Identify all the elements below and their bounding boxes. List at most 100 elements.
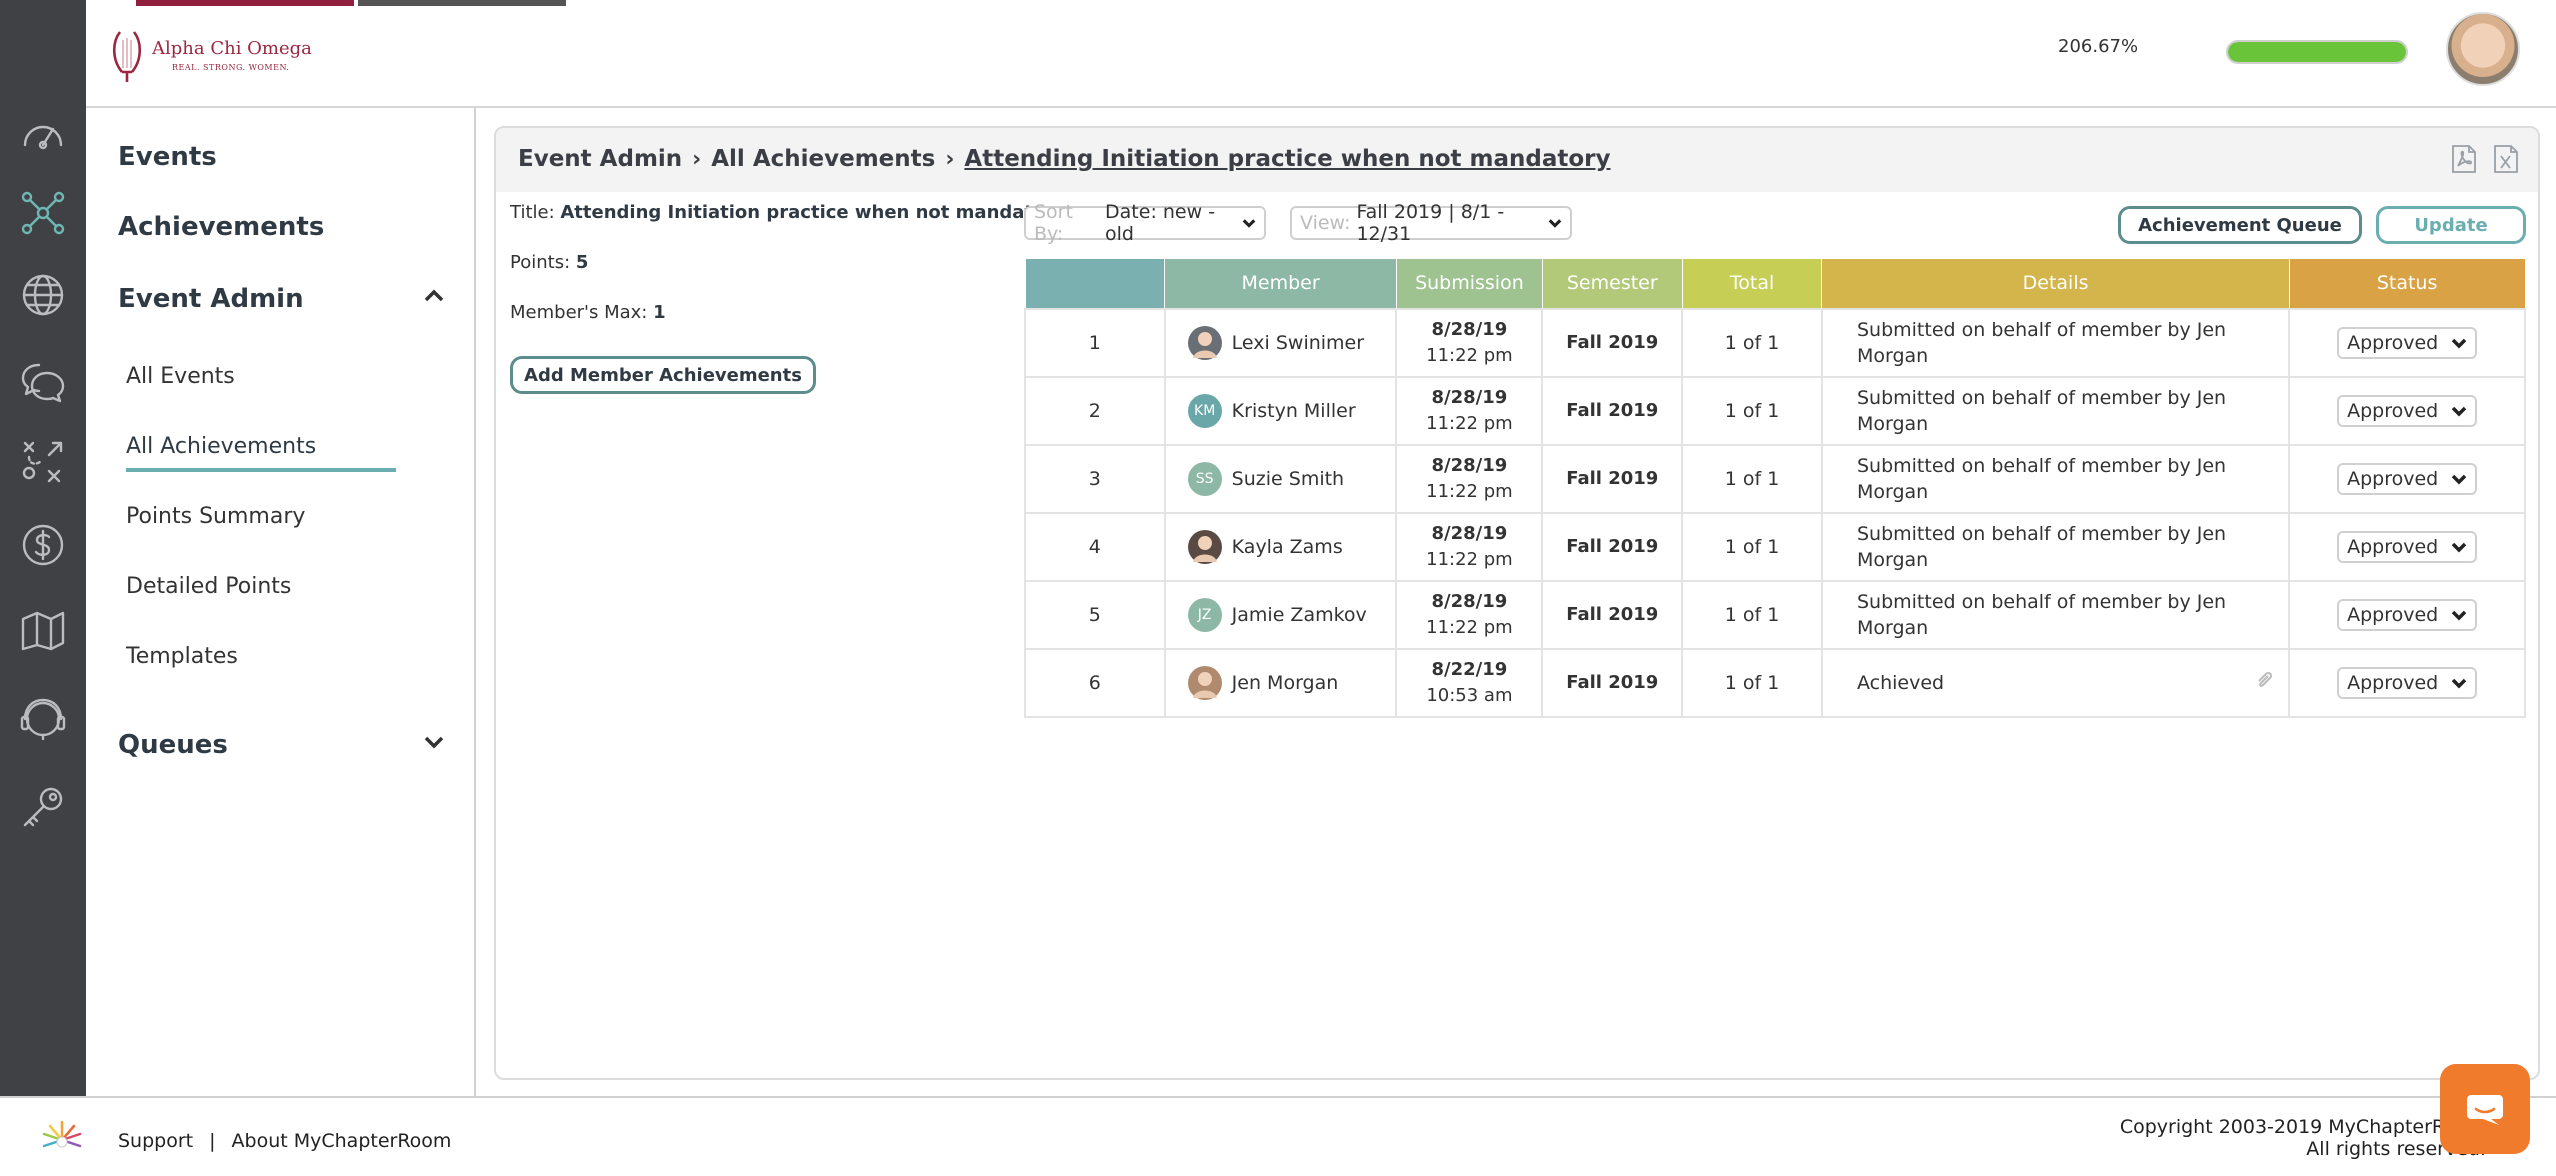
status-select[interactable]: Approved bbox=[2337, 326, 2478, 359]
member-cell[interactable]: KM Kristyn Miller bbox=[1163, 375, 1398, 446]
sort-label: Sort By: bbox=[1034, 201, 1073, 245]
sort-select[interactable]: Sort By: Date: new - old bbox=[1024, 201, 1266, 245]
paperclip-icon[interactable] bbox=[2254, 670, 2274, 690]
chat-icon[interactable] bbox=[18, 356, 68, 406]
update-button[interactable]: Update bbox=[2376, 206, 2526, 244]
total-cell: 1 of 1 bbox=[1681, 443, 1823, 514]
status-select[interactable]: Approved bbox=[2337, 598, 2478, 631]
breadcrumb-all-achievements[interactable]: All Achievements bbox=[711, 146, 936, 172]
member-name[interactable]: Jamie Zamkov bbox=[1231, 603, 1367, 626]
total-cell: 1 of 1 bbox=[1681, 511, 1823, 582]
member-name[interactable]: Kristyn Miller bbox=[1231, 399, 1356, 422]
achievements-table: Member Submission Semester Total Details Stat… bbox=[1024, 258, 2526, 718]
sidebar-item-all-achievements[interactable]: All Achievements bbox=[126, 434, 317, 459]
submission-cell: 8/28/19 11:22 pm bbox=[1395, 443, 1544, 514]
key-icon[interactable] bbox=[18, 782, 68, 832]
member-avatar bbox=[1187, 529, 1222, 564]
sidebar-item-all-events[interactable]: All Events bbox=[126, 364, 235, 389]
details-text: Submitted on behalf of member by Jen Mor… bbox=[1856, 454, 2227, 503]
sidebar-item-points-summary[interactable]: Points Summary bbox=[126, 504, 306, 529]
member-name[interactable]: Suzie Smith bbox=[1231, 467, 1345, 490]
footer: Support | About MyChapterRoom Copyright … bbox=[0, 1096, 2556, 1176]
support-link[interactable]: Support bbox=[118, 1130, 194, 1152]
row-number: 4 bbox=[1024, 511, 1166, 582]
member-cell[interactable]: Lexi Swinimer bbox=[1163, 307, 1398, 378]
breadcrumb: Event Admin › All Achievements › Attendi… bbox=[518, 146, 1611, 172]
network-icon[interactable] bbox=[18, 188, 68, 238]
rights-line: All rights reserved. bbox=[2306, 1138, 2486, 1160]
dashboard-icon[interactable] bbox=[18, 110, 68, 160]
table-row: 3 SS Suzie Smith 8/28/19 11:22 pm Fall 2… bbox=[1024, 443, 2526, 514]
status-cell: Approved bbox=[2288, 511, 2526, 582]
column-header: Details bbox=[1821, 258, 2290, 309]
breadcrumb-event-admin[interactable]: Event Admin bbox=[518, 146, 683, 172]
sidebar-item-templates[interactable]: Templates bbox=[126, 644, 238, 669]
sidebar-item-achievements[interactable]: Achievements bbox=[118, 212, 325, 242]
chevron-down-icon[interactable] bbox=[422, 730, 446, 754]
sidebar-item-detailed-points[interactable]: Detailed Points bbox=[126, 574, 292, 599]
semester-cell: Fall 2019 bbox=[1541, 375, 1684, 446]
member-name[interactable]: Kayla Zams bbox=[1231, 535, 1343, 558]
mychapterroom-logo-icon[interactable] bbox=[40, 1118, 84, 1162]
member-cell[interactable]: SS Suzie Smith bbox=[1163, 443, 1398, 514]
chevron-down-icon bbox=[2451, 678, 2467, 688]
progress-fill bbox=[2228, 42, 2406, 62]
member-name[interactable]: Jen Morgan bbox=[1231, 671, 1339, 694]
row-number: 6 bbox=[1024, 647, 1166, 718]
details-cell: Submitted on behalf of member by Jen Mor… bbox=[1820, 443, 2291, 514]
about-link[interactable]: About MyChapterRoom bbox=[231, 1130, 452, 1152]
submission-time: 10:53 am bbox=[1426, 684, 1513, 706]
chevron-down-icon bbox=[2451, 406, 2467, 416]
achievement-queue-button[interactable]: Achievement Queue bbox=[2118, 206, 2362, 244]
status-select[interactable]: Approved bbox=[2337, 394, 2478, 427]
documents-icon[interactable] bbox=[18, 604, 68, 654]
table-row: 6 Jen Morgan 8/22/19 10:53 am Fall 2019 … bbox=[1024, 647, 2526, 718]
semester-cell: Fall 2019 bbox=[1541, 307, 1684, 378]
status-value: Approved bbox=[2347, 331, 2439, 354]
details-cell: Submitted on behalf of member by Jen Mor… bbox=[1820, 375, 2291, 446]
chevron-up-icon[interactable] bbox=[422, 284, 446, 308]
status-select[interactable]: Approved bbox=[2337, 462, 2478, 495]
column-header: Total bbox=[1681, 258, 1823, 309]
member-name[interactable]: Lexi Swinimer bbox=[1231, 331, 1365, 354]
member-cell[interactable]: Kayla Zams bbox=[1163, 511, 1398, 582]
view-select[interactable]: View: Fall 2019 | 8/1 - 12/31 bbox=[1290, 201, 1572, 245]
sidebar-item-queues[interactable]: Queues bbox=[118, 730, 228, 760]
table-row: 4 Kayla Zams 8/28/19 11:22 pm Fall 2019 … bbox=[1024, 511, 2526, 582]
brand-logo[interactable]: Alpha Chi Omega REAL. STRONG. WOMEN. bbox=[108, 22, 312, 88]
status-select[interactable]: Approved bbox=[2337, 666, 2478, 699]
details-text: Submitted on behalf of member by Jen Mor… bbox=[1856, 318, 2227, 367]
chat-launcher-button[interactable] bbox=[2440, 1064, 2530, 1154]
details-cell: Submitted on behalf of member by Jen Mor… bbox=[1820, 579, 2291, 650]
icon-rail bbox=[0, 0, 86, 1096]
breadcrumb-current[interactable]: Attending Initiation practice when not m… bbox=[964, 146, 1611, 172]
lyre-icon bbox=[112, 31, 142, 82]
globe-icon[interactable] bbox=[18, 270, 68, 320]
sidebar-item-event-admin[interactable]: Event Admin bbox=[118, 284, 304, 314]
tools-icon[interactable] bbox=[18, 436, 68, 486]
semester-cell: Fall 2019 bbox=[1541, 579, 1684, 650]
member-initials: JZ bbox=[1197, 606, 1212, 623]
support-icon[interactable] bbox=[18, 694, 68, 744]
add-member-achievements-button[interactable]: Add Member Achievements bbox=[510, 356, 816, 394]
pdf-export-icon[interactable] bbox=[2450, 144, 2478, 174]
export-icons bbox=[2450, 144, 2520, 174]
total-cell: 1 of 1 bbox=[1681, 647, 1823, 718]
user-avatar[interactable] bbox=[2446, 12, 2520, 86]
submission-cell: 8/28/19 11:22 pm bbox=[1395, 511, 1544, 582]
excel-export-icon[interactable] bbox=[2492, 144, 2520, 174]
total-cell: 1 of 1 bbox=[1681, 307, 1823, 378]
status-cell: Approved bbox=[2288, 375, 2526, 446]
table-row: 2 KM Kristyn Miller 8/28/19 11:22 pm Fal… bbox=[1024, 375, 2526, 446]
sidebar-item-events[interactable]: Events bbox=[118, 142, 217, 172]
dollar-icon[interactable] bbox=[18, 520, 68, 570]
row-number: 1 bbox=[1024, 307, 1166, 378]
member-cell[interactable]: Jen Morgan bbox=[1163, 647, 1398, 718]
details-text: Submitted on behalf of member by Jen Mor… bbox=[1856, 386, 2227, 435]
member-cell[interactable]: JZ Jamie Zamkov bbox=[1163, 579, 1398, 650]
status-value: Approved bbox=[2347, 399, 2439, 422]
member-initials: KM bbox=[1194, 402, 1216, 419]
active-indicator bbox=[126, 468, 396, 472]
chevron-down-icon bbox=[2451, 474, 2467, 484]
status-select[interactable]: Approved bbox=[2337, 530, 2478, 563]
